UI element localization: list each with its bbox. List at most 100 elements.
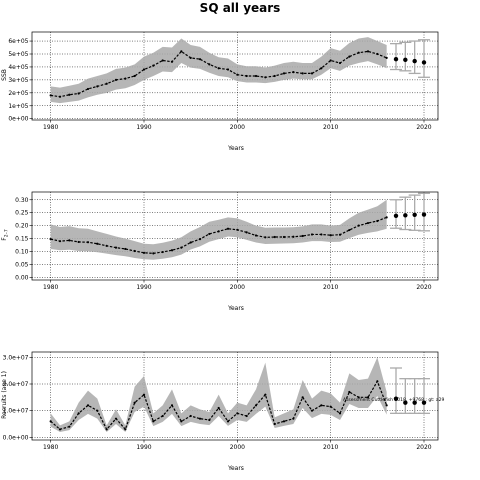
ssb-band	[50, 37, 387, 104]
fbar-y-tick-label: 0.20	[15, 223, 29, 230]
fbar-point	[86, 241, 90, 244]
recruits-y-tick-label: 1.0e+07	[3, 408, 29, 415]
recruits-point	[226, 420, 230, 423]
ssb-point	[338, 61, 342, 65]
recruits-x-tick-label: 2020	[416, 444, 431, 451]
ssb-point	[105, 82, 108, 85]
ssb-confidence-band	[50, 37, 387, 104]
recruits-x-tick-label: 1980	[43, 444, 58, 451]
recruits-point	[366, 396, 370, 399]
ssb-y-tick-label: 0e+00	[8, 116, 28, 123]
fbar-point	[58, 240, 62, 243]
recruits-point	[329, 405, 332, 408]
ssb-panel: 1980 1990 2000 2010 2020 0e+00 1e+05 2e+05 3e+0…	[1, 31, 439, 152]
ssb-point	[292, 71, 295, 74]
fbar-point	[292, 235, 295, 238]
fbar-y-axis-label-main: F	[1, 237, 8, 241]
ssb-point	[114, 78, 118, 81]
ssb-point	[329, 59, 332, 62]
recruits-panel: 1980 1990 2000 2010 2020 0.0e+00 1.0e+07 2.0e+…	[1, 351, 445, 472]
ssb-point	[376, 52, 379, 56]
fbar-x-tick-label: 2000	[230, 284, 245, 291]
fbar-point	[282, 235, 286, 239]
fbar-proj-point	[412, 212, 417, 217]
fbar-band	[50, 199, 387, 260]
ssb-point	[198, 58, 202, 61]
fbar-y-axis-label: F2–7	[1, 229, 10, 241]
ssb-point	[133, 74, 136, 78]
ssb-point	[273, 74, 276, 78]
recruits-band	[50, 357, 387, 432]
fbar-x-tick-label: 1980	[43, 284, 58, 291]
ssb-point	[68, 93, 71, 96]
fbar-point	[320, 233, 323, 236]
recruits-proj-point	[393, 396, 399, 401]
fbar-x-tick-label: 2020	[416, 284, 431, 291]
ssb-point	[124, 77, 127, 80]
ssb-proj-point	[412, 58, 417, 64]
ssb-y-tick-label: 1e+05	[8, 103, 28, 110]
fbar-y-tick-label: 0.30	[15, 197, 29, 204]
fbar-point	[152, 252, 155, 255]
recruits-point	[320, 404, 323, 407]
ssb-point	[208, 63, 211, 66]
ssb-projection	[390, 39, 430, 78]
fbar-y-tick-label: 0.25	[15, 210, 29, 217]
fbar-point	[264, 236, 267, 239]
recruits-point	[264, 393, 267, 396]
fbar-proj-point	[403, 213, 408, 218]
fbar-point	[348, 228, 351, 232]
ssb-x-ticks: 1980 1990 2000 2010 2020	[43, 120, 432, 131]
recruits-confidence-band	[50, 357, 387, 432]
recruits-proj-point	[403, 400, 408, 405]
ssb-x-tick-label: 2010	[323, 124, 338, 131]
fbar-proj-point	[421, 212, 427, 217]
ssb-point	[180, 50, 183, 53]
ssb-point	[86, 87, 90, 91]
recruits-point	[254, 404, 258, 407]
recruits-point	[301, 396, 304, 399]
recruits-point	[96, 409, 99, 412]
recruits-point	[86, 404, 90, 407]
recruits-point	[292, 417, 295, 420]
ssb-x-tick-label: 2000	[230, 124, 245, 131]
ssb-x-tick-label: 2020	[416, 124, 431, 131]
recruits-point	[49, 420, 52, 423]
fbar-point	[96, 242, 99, 245]
fbar-point	[376, 219, 379, 223]
ssb-point	[264, 76, 267, 79]
ssb-axes-frame	[31, 31, 439, 121]
fbar-confidence-band	[50, 199, 387, 260]
ssb-point	[217, 67, 220, 70]
ssb-y-axis-label: SSB	[1, 69, 8, 81]
ssb-point	[142, 68, 146, 71]
fbar-point	[301, 234, 304, 238]
fbar-point	[198, 238, 202, 241]
ssb-y-tick-label: 4e+05	[8, 64, 28, 71]
recruits-y-axis-label: Recruits (age 1)	[1, 371, 8, 419]
recruits-point	[217, 406, 220, 410]
ssb-proj-point	[403, 57, 408, 63]
ssb-point	[245, 74, 248, 78]
recruits-x-ticks: 1980 1990 2000 2010 2020	[43, 440, 432, 451]
fbar-point	[114, 246, 118, 249]
recruits-x-tick-label: 1990	[136, 444, 151, 451]
fbar-x-ticks: 1980 1990 2000 2010 2020	[43, 280, 432, 291]
recruits-point	[133, 401, 136, 404]
fbar-y-tick-label: 0.05	[15, 261, 29, 268]
recruits-point	[245, 414, 248, 418]
fbar-projection	[390, 192, 430, 232]
fbar-point	[217, 230, 220, 233]
ssb-x-tick-label: 1980	[43, 124, 58, 131]
ssb-point	[236, 73, 239, 76]
recruits-point	[68, 425, 71, 428]
recruits-axes-frame	[31, 351, 439, 441]
fbar-y-axis-label-sub: 2–7	[4, 229, 10, 237]
ssb-proj-point	[421, 60, 427, 65]
fbar-y-tick-label: 0.10	[15, 249, 29, 256]
ssb-y-tick-label: 3e+05	[8, 77, 28, 84]
fbar-x-tick-label: 2010	[323, 284, 338, 291]
fbar-series	[49, 216, 388, 255]
ssb-series	[49, 50, 388, 98]
